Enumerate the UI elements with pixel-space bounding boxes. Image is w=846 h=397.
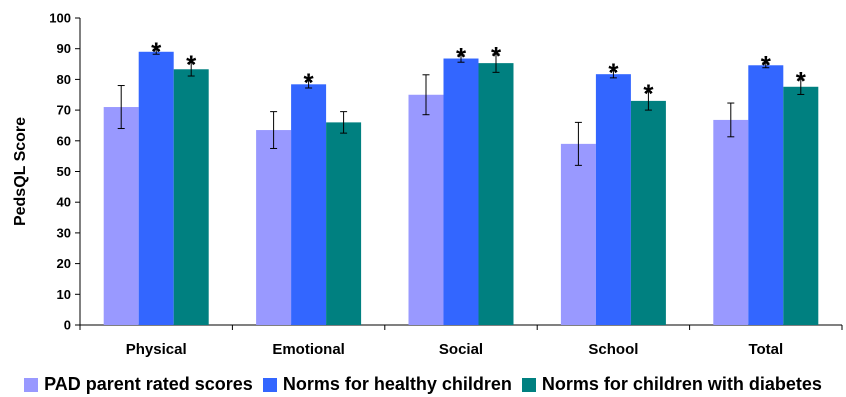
y-tick-label: 70: [57, 103, 71, 118]
significance-marker: *: [796, 66, 807, 96]
bar: [595, 74, 631, 325]
legend-item: Norms for healthy children: [262, 374, 512, 395]
x-category-label: Emotional: [272, 341, 345, 358]
y-tick-label: 20: [57, 256, 71, 271]
legend-swatch: [262, 377, 277, 392]
bar: [256, 130, 292, 325]
bar: [443, 58, 479, 326]
x-category-label: School: [588, 341, 638, 358]
legend-swatch: [24, 377, 39, 392]
significance-marker: *: [151, 36, 162, 66]
x-category-label: Physical: [126, 341, 187, 358]
legend-label: PAD parent rated scores: [44, 374, 253, 394]
y-tick-label: 90: [57, 41, 71, 56]
significance-marker: *: [761, 50, 772, 80]
bar: [408, 94, 444, 325]
bar: [560, 143, 596, 325]
bar: [138, 51, 174, 326]
bar: [713, 119, 749, 325]
y-tick-label: 60: [57, 133, 71, 148]
bar-chart: 0 10 20 30 40 50 60 70 80 90 100 Physical Emotional…: [12, 11, 843, 358]
legend-label: Norms for children with diabetes: [541, 374, 822, 394]
bar: [630, 100, 666, 325]
legend-item: PAD parent rated scores: [24, 374, 253, 395]
legend-item: Norms for children with diabetes: [521, 374, 822, 395]
x-axis: Physical Emotional Social School Total: [79, 324, 843, 358]
y-tick-label: 100: [49, 11, 71, 26]
bar: [478, 63, 514, 326]
y-axis: 0 10 20 30 40 50 60 70 80 90 100: [49, 11, 81, 333]
bar: [103, 107, 139, 325]
y-tick-label: 50: [57, 164, 71, 179]
bar: [783, 86, 819, 325]
significance-marker: *: [186, 50, 197, 80]
y-tick-label: 40: [57, 195, 71, 210]
y-axis-title: PedsQL Score: [12, 117, 29, 226]
legend: PAD parent rated scores Norms for healthy…: [0, 372, 846, 397]
legend-swatch: [521, 377, 536, 392]
significance-marker: *: [491, 41, 502, 71]
bar: [173, 69, 209, 325]
significance-marker: *: [456, 42, 467, 72]
significance-marker: *: [643, 79, 654, 109]
bar: [291, 84, 327, 325]
legend-label: Norms for healthy children: [282, 374, 512, 394]
bar: [326, 122, 362, 325]
x-category-label: Total: [748, 341, 783, 358]
significance-marker: *: [304, 68, 315, 98]
y-tick-label: 30: [57, 225, 71, 240]
y-tick-label: 10: [57, 287, 71, 302]
y-tick-label: 80: [57, 72, 71, 87]
y-tick-label: 0: [64, 318, 71, 333]
bar: [748, 65, 784, 325]
significance-marker: *: [608, 57, 619, 87]
bars: * * * * * * * * *: [103, 36, 819, 326]
x-category-label: Social: [439, 341, 483, 358]
